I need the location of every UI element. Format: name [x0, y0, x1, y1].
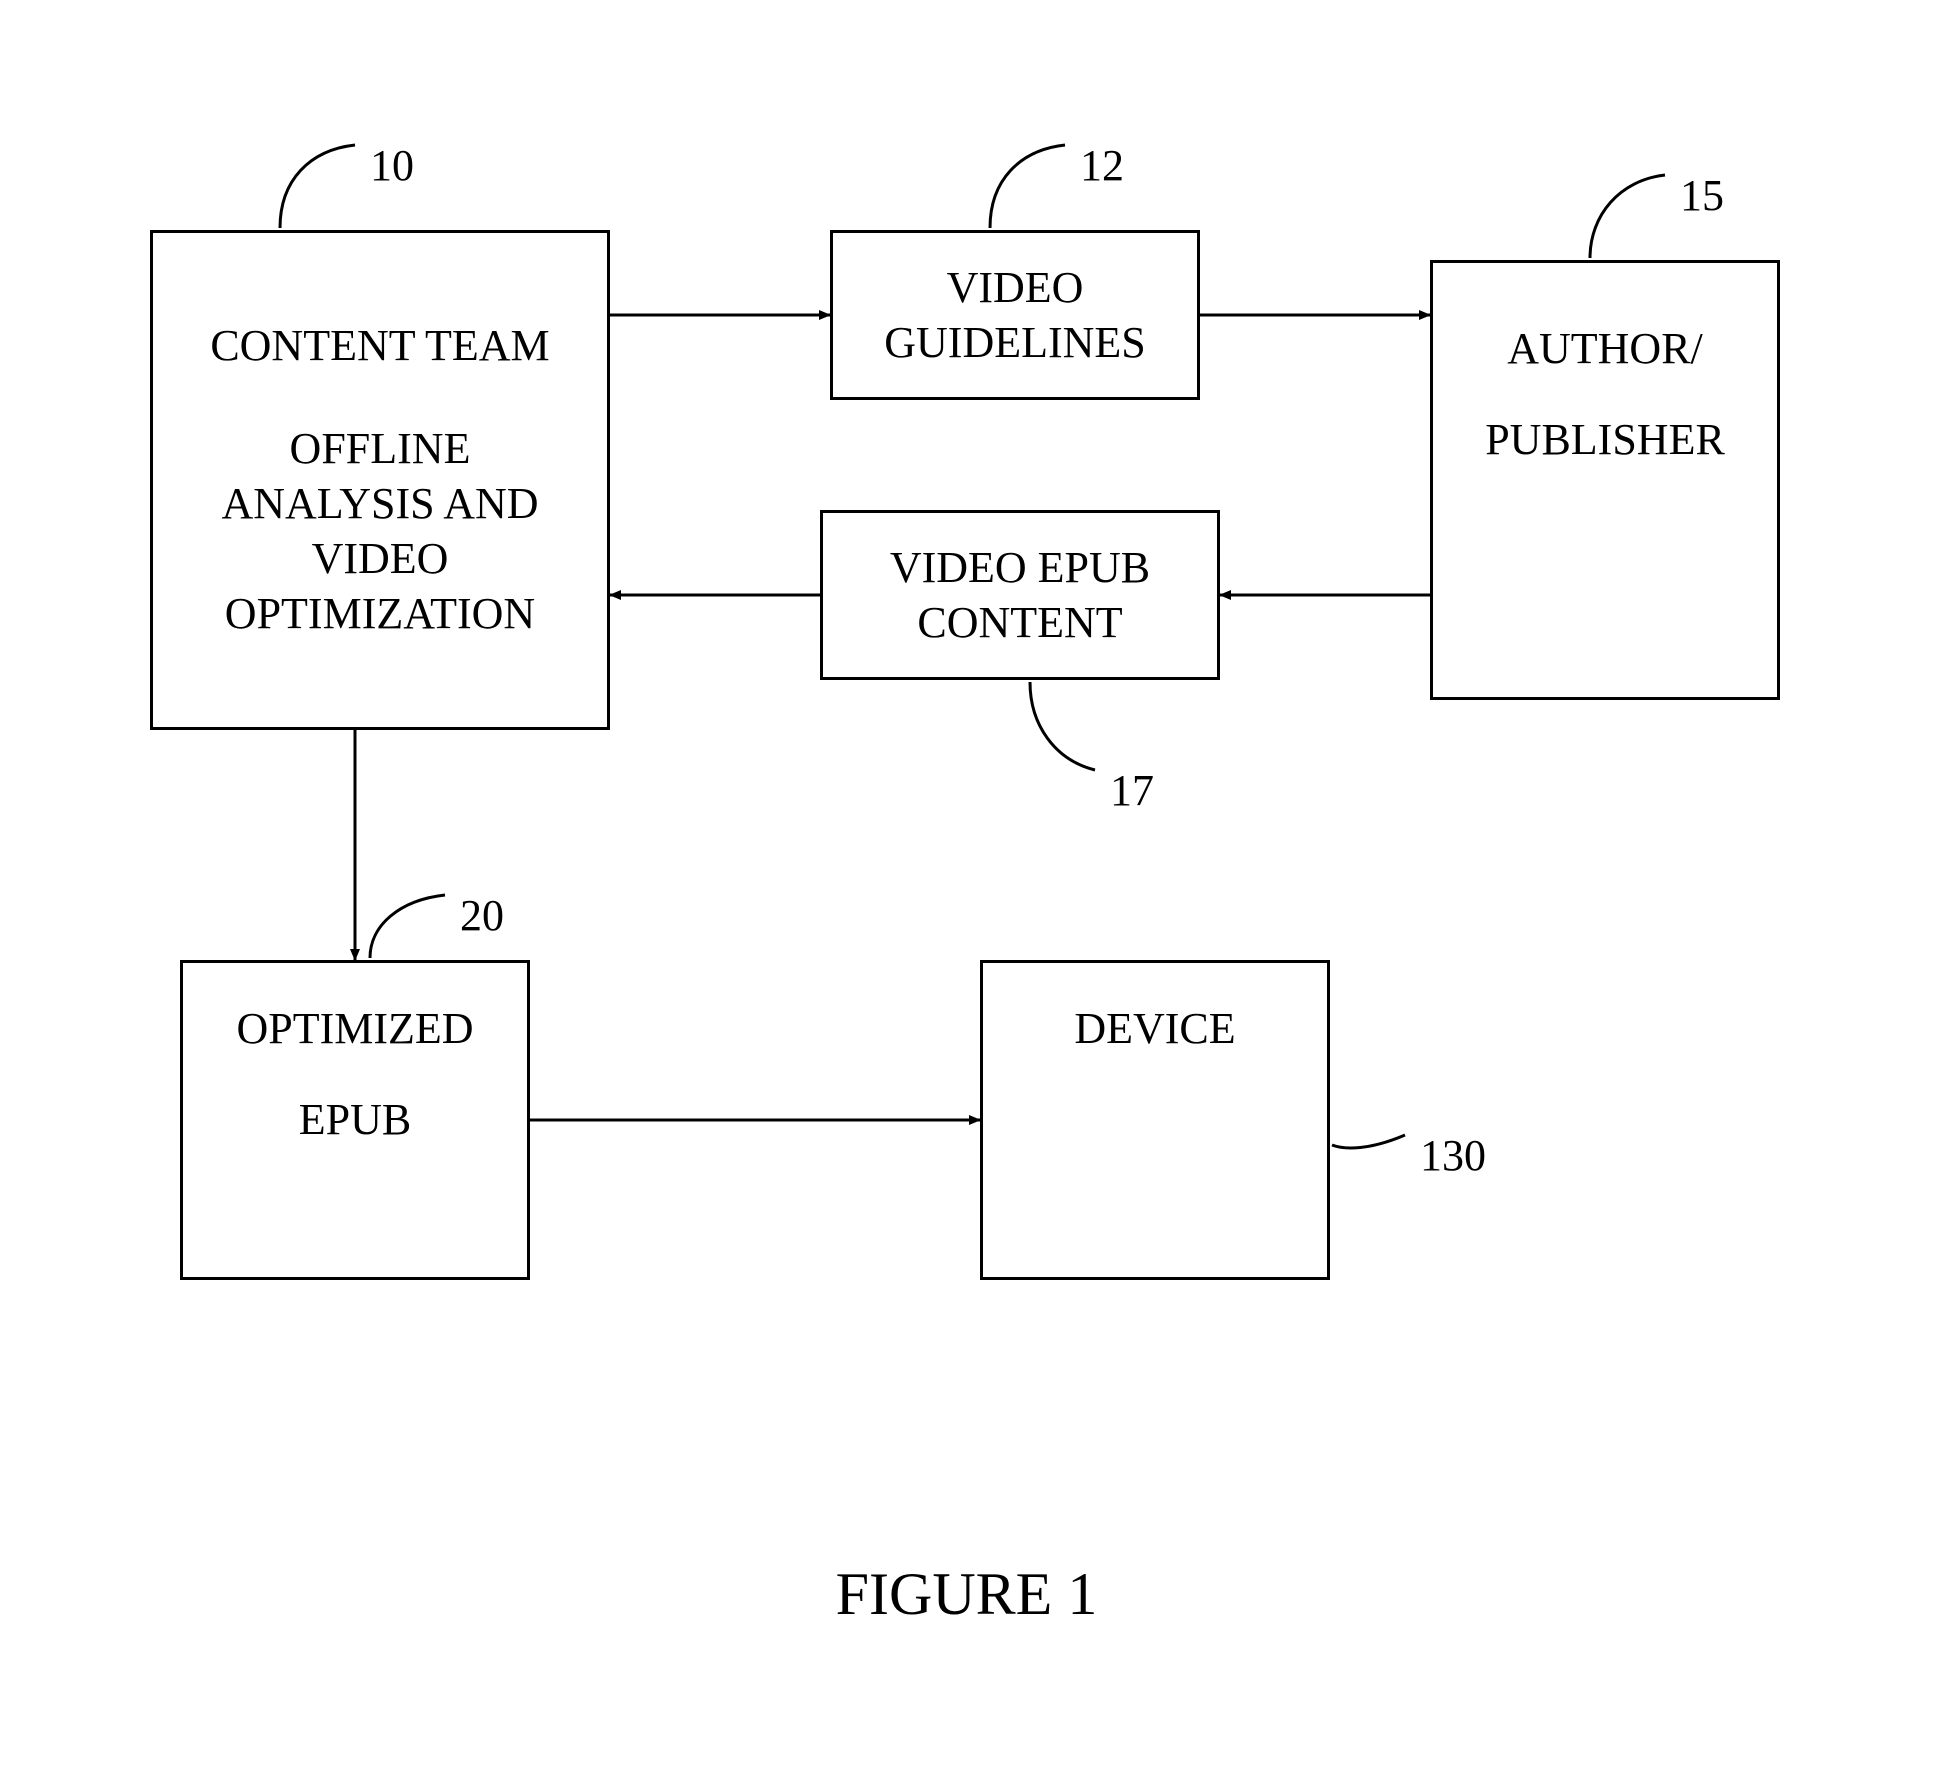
ref-label-device: 130 [1420, 1130, 1486, 1181]
node-device-text: DEVICE [1074, 1003, 1235, 1054]
node-author-publisher-line1: AUTHOR/ [1507, 323, 1703, 374]
node-content-team: CONTENT TEAM OFFLINE ANALYSIS AND VIDEO … [150, 230, 610, 730]
leader-video-epub-content [1030, 682, 1095, 770]
ref-label-video-guidelines: 12 [1080, 140, 1124, 191]
ref-label-video-epub-content: 17 [1110, 765, 1154, 816]
leader-optimized-epub [370, 895, 445, 958]
ref-label-author-publisher: 15 [1680, 170, 1724, 221]
node-content-team-line1: CONTENT TEAM [190, 320, 569, 371]
node-optimized-epub-line2: EPUB [299, 1094, 411, 1145]
ref-label-optimized-epub: 20 [460, 890, 504, 941]
leader-author-publisher [1590, 175, 1665, 258]
node-video-epub-content: VIDEO EPUB CONTENT [820, 510, 1220, 680]
figure-caption: FIGURE 1 [0, 1560, 1933, 1629]
node-content-team-line2: OFFLINE ANALYSIS AND VIDEO OPTIMIZATION [153, 421, 607, 641]
node-video-epub-content-text: VIDEO EPUB CONTENT [823, 540, 1217, 650]
node-optimized-epub: OPTIMIZED EPUB [180, 960, 530, 1280]
leader-video-guidelines [990, 145, 1065, 228]
ref-label-content-team: 10 [370, 140, 414, 191]
node-device: DEVICE [980, 960, 1330, 1280]
leader-device [1332, 1135, 1405, 1148]
figure-canvas: CONTENT TEAM OFFLINE ANALYSIS AND VIDEO … [0, 0, 1933, 1772]
leader-content-team [280, 145, 355, 228]
node-video-guidelines: VIDEO GUIDELINES [830, 230, 1200, 400]
node-author-publisher-line2: PUBLISHER [1485, 414, 1725, 465]
node-author-publisher: AUTHOR/ PUBLISHER [1430, 260, 1780, 700]
node-optimized-epub-line1: OPTIMIZED [236, 1003, 473, 1054]
node-video-guidelines-text: VIDEO GUIDELINES [833, 260, 1197, 370]
